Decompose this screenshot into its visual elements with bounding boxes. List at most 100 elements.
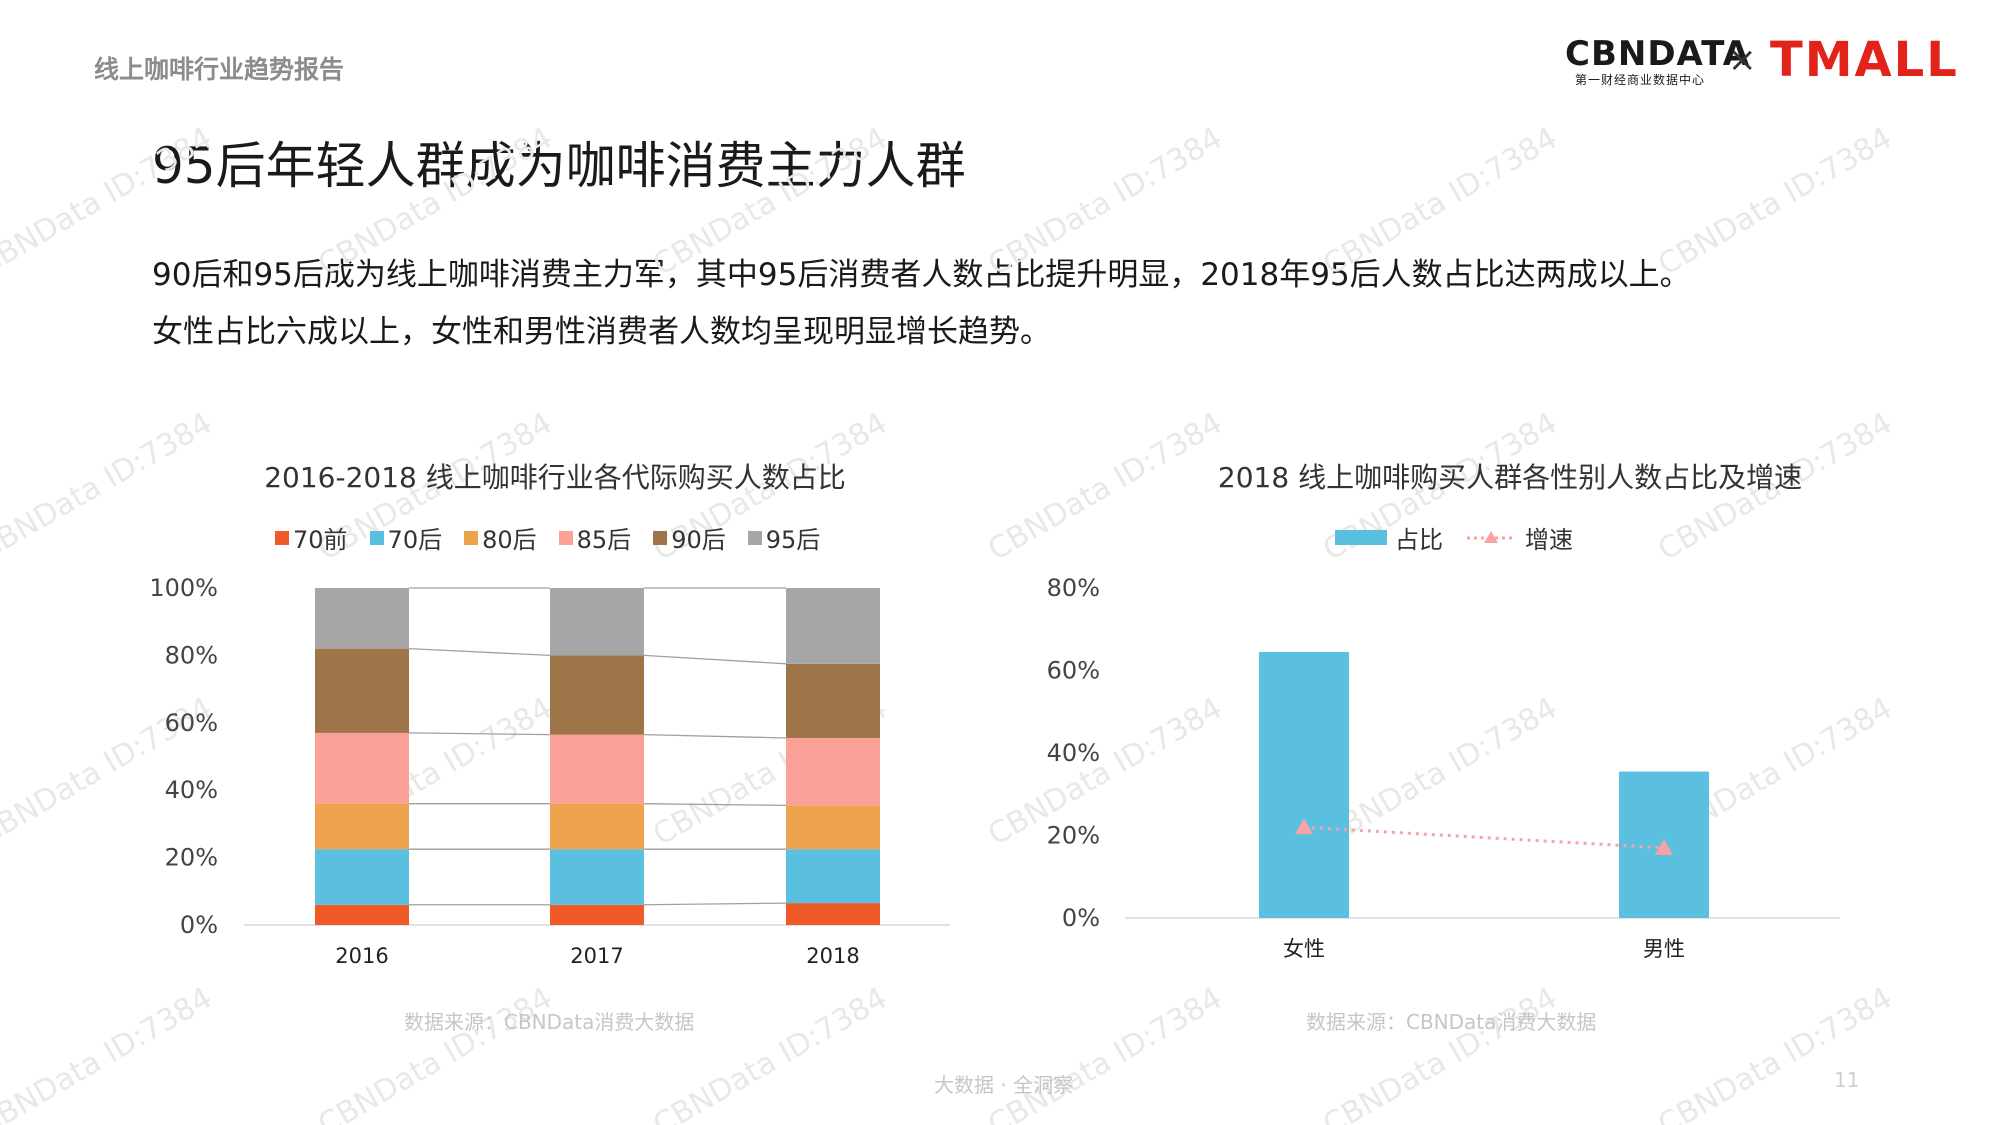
watermark-text: CBNData ID:7384 xyxy=(982,691,1228,853)
watermark-text: CBNData ID:7384 xyxy=(0,981,218,1125)
legend-swatch xyxy=(275,530,289,545)
bar-segment-70后-2016 xyxy=(315,849,409,905)
logo-separator: × xyxy=(1728,40,1757,80)
x-category-label: 女性 xyxy=(1283,937,1325,961)
bar-segment-85后-2017 xyxy=(550,734,644,804)
series-connector-line xyxy=(643,733,787,739)
y-tick-label: 0% xyxy=(1062,904,1100,932)
y-tick-label: 20% xyxy=(165,844,218,872)
bar-segment-90后-2018 xyxy=(786,663,880,738)
bar-segment-80后-2016 xyxy=(315,803,409,850)
y-tick-label: 40% xyxy=(1047,739,1100,767)
bar-segment-70前-2016 xyxy=(315,904,409,925)
x-category-label: 男性 xyxy=(1643,937,1685,961)
legend-item-85后: 85后 xyxy=(558,520,632,555)
watermark-text: CBNData ID:7384 xyxy=(1652,121,1898,283)
bar-segment-95后-2018 xyxy=(786,588,880,664)
summary-line-2: 女性占比六成以上，女性和男性消费者人数均呈现明显增长趋势。 xyxy=(152,314,1051,350)
watermark-text: CBNData ID:7384 xyxy=(647,981,893,1125)
y-tick-label: 60% xyxy=(1047,657,1100,685)
legend-item-share: 占比 xyxy=(1335,520,1443,555)
legend-label: 70后 xyxy=(387,526,443,554)
y-tick-label: 20% xyxy=(1047,822,1100,850)
legend-item-90后: 90后 xyxy=(653,520,726,555)
x-category-label: 2018 xyxy=(806,944,859,968)
y-tick-label: 40% xyxy=(165,776,218,804)
x-category-label: 2017 xyxy=(570,944,623,968)
generation-chart-source: 数据来源：CBNData消费大数据 xyxy=(404,1010,695,1034)
legend-item-70前: 70前 xyxy=(275,520,348,555)
legend-label-growth: 增速 xyxy=(1525,526,1573,554)
generation-chart-title: 2016-2018 线上咖啡行业各代际购买人数占比 xyxy=(264,461,846,494)
y-tick-label: 60% xyxy=(165,709,218,737)
generation-stacked-bar-chart: 0% 20% 40% 60% 80% 100% 2016 2017 2018 xyxy=(149,574,950,968)
watermark-text: CBNData ID:7384 xyxy=(1317,121,1563,283)
legend-label: 70前 xyxy=(293,526,348,554)
watermark-text: CBNData ID:7384 xyxy=(1317,691,1563,853)
watermark-text: CBNData ID:7384 xyxy=(982,981,1228,1125)
y-tick-label: 0% xyxy=(180,911,218,939)
y-tick-label: 100% xyxy=(149,574,218,602)
bar-segment-95后-2017 xyxy=(550,588,644,656)
legend-swatch xyxy=(558,530,573,545)
series-connector-line xyxy=(643,803,787,807)
bar-segment-85后-2016 xyxy=(315,732,409,804)
bar-segment-95后-2016 xyxy=(315,588,409,649)
watermark-text: CBNData ID:7384 xyxy=(982,121,1228,283)
bar-segment-90后-2016 xyxy=(315,648,409,733)
watermark-text: CBNData ID:7384 xyxy=(0,121,218,283)
watermark-text: CBNData ID:7384 xyxy=(647,121,893,283)
watermark-layer: CBNData ID:7384 CBNData ID:7384 CBNData ID… xyxy=(0,121,1898,1125)
report-name: 线上咖啡行业趋势报告 xyxy=(94,55,345,84)
series-connector-line xyxy=(408,648,551,657)
legend-swatch xyxy=(747,530,762,545)
gender-chart-source: 数据来源：CBNData消费大数据 xyxy=(1306,1010,1597,1034)
bar-segment-80后-2017 xyxy=(550,803,644,850)
bar-女性 xyxy=(1259,651,1349,918)
generation-chart-legend: 70前 70后 80后 85后 90后 95后 xyxy=(275,520,842,555)
bar-segment-70前-2018 xyxy=(786,903,880,925)
legend-label: 95后 xyxy=(765,526,821,554)
growth-point-女性 xyxy=(1295,818,1313,835)
footer-tagline: 大数据 · 全洞察 xyxy=(934,1073,1074,1097)
legend-label: 90后 xyxy=(671,526,726,554)
watermark-text: CBNData ID:7384 xyxy=(312,981,558,1125)
gender-bar-line-chart: 0% 20% 40% 60% 80% 女性 男性 xyxy=(1047,574,1840,961)
legend-item-growth: 增速 xyxy=(1465,520,1573,555)
legend-item-80后: 80后 xyxy=(464,520,537,555)
bar-segment-70后-2018 xyxy=(786,849,880,904)
tmall-logo: TMALL xyxy=(1770,32,1959,88)
page-title: 95后年轻人群成为咖啡消费主力人群 xyxy=(152,137,966,195)
watermark-text: CBNData ID:7384 xyxy=(1652,981,1898,1125)
legend-item-95后: 95后 xyxy=(747,520,821,555)
legend-swatch xyxy=(369,530,384,545)
y-tick-label: 80% xyxy=(165,641,218,669)
summary-text: 90后和95后成为线上咖啡消费主力军，其中95后消费者人数占比提升明显，2018… xyxy=(152,247,1912,361)
watermark-text: CBNData ID:7384 xyxy=(312,121,558,283)
legend-label-share: 占比 xyxy=(1395,526,1443,554)
legend-swatch-growth xyxy=(1467,530,1515,543)
bar-segment-80后-2018 xyxy=(786,805,880,850)
page-number: 11 xyxy=(1834,1068,1860,1092)
gender-chart-legend: 占比 增速 xyxy=(1335,520,1595,555)
x-category-label: 2016 xyxy=(335,944,388,968)
series-connector-line xyxy=(408,732,551,736)
bar-segment-70前-2017 xyxy=(550,904,644,925)
series-connector-line xyxy=(643,654,787,665)
series-connector-line xyxy=(643,902,787,906)
growth-point-男性 xyxy=(1655,838,1673,855)
bar-segment-85后-2018 xyxy=(786,737,880,806)
summary-line-1: 90后和95后成为线上咖啡消费主力军，其中95后消费者人数占比提升明显，2018… xyxy=(152,257,1691,293)
bar-segment-90后-2017 xyxy=(550,655,644,735)
y-tick-label: 80% xyxy=(1047,574,1100,602)
cbndata-logo-subtitle: 第一财经商业数据中心 xyxy=(1574,73,1705,87)
legend-swatch xyxy=(464,530,479,545)
legend-item-70后: 70后 xyxy=(369,520,443,555)
legend-label: 80后 xyxy=(482,526,537,554)
watermark-text: CBNData ID:7384 xyxy=(1317,981,1563,1125)
legend-swatch xyxy=(653,530,668,545)
gender-chart-title: 2018 线上咖啡购买人群各性别人数占比及增速 xyxy=(1217,461,1803,494)
legend-swatch-share xyxy=(1335,530,1387,545)
legend-label: 85后 xyxy=(576,526,632,554)
